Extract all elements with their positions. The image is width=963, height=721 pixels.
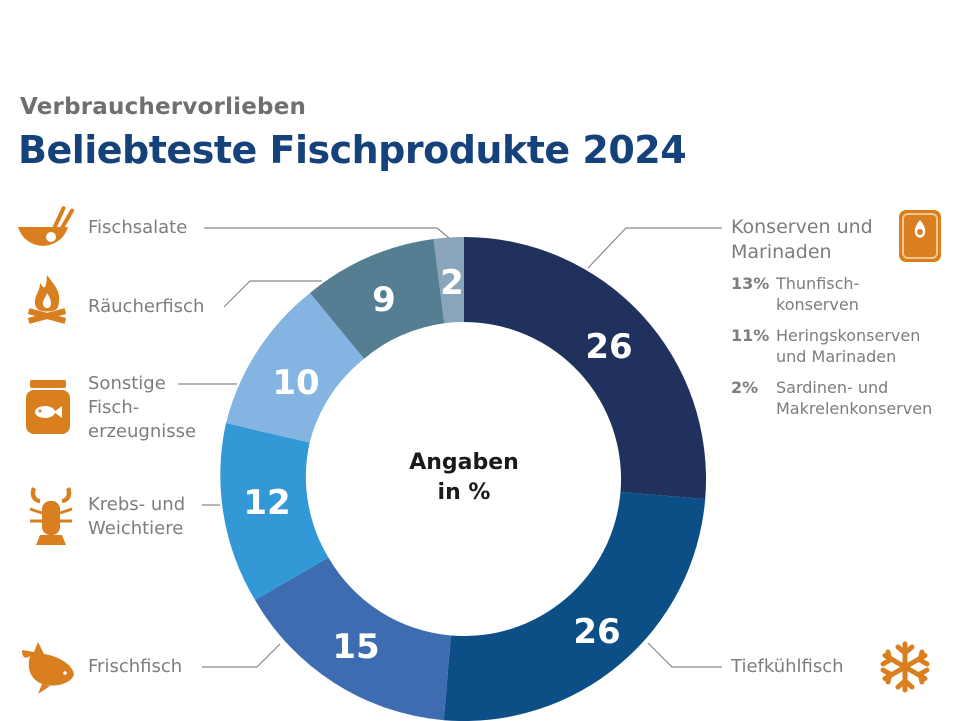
fish-icon — [22, 642, 74, 694]
label-sonstige: Sonstige Fisch- erzeugnisse — [88, 373, 197, 442]
segment-value-sonstige: 10 — [272, 363, 319, 403]
segment-raeucherfisch — [310, 239, 445, 359]
tin-can-icon — [899, 210, 941, 262]
segment-value-fischsalate: 2 — [440, 263, 464, 303]
leader-lines — [178, 227, 722, 668]
lobster-icon — [29, 487, 73, 545]
segment-fischsalate — [433, 237, 464, 324]
center-label-line2: in % — [437, 480, 491, 505]
segment-frischfisch — [255, 557, 451, 721]
segment-value-konserven: 26 — [585, 327, 632, 367]
label-tiefkuehlfisch: Tiefkühlfisch — [731, 656, 844, 677]
label-frischfisch: Frischfisch — [88, 656, 183, 677]
segment-krebs — [220, 423, 329, 600]
segment-value-tiefkuehl: 26 — [573, 612, 620, 652]
segment-konserven — [464, 236, 707, 499]
label-krebs: Krebs- und Weichtiere — [88, 494, 186, 539]
label-raeucherfisch: Räucherfisch — [88, 296, 205, 317]
donut-segments — [220, 236, 707, 721]
label-konserven: Konserven und Marinaden — [731, 216, 873, 263]
label-fischsalate: Fischsalate — [88, 217, 188, 238]
fish-jar-icon — [26, 380, 70, 434]
center-label: Angaben in % — [384, 448, 544, 508]
segment-value-krebs: 12 — [243, 483, 290, 523]
chart-title: Beliebteste Fischprodukte 2024 — [18, 128, 687, 172]
segment-sonstige — [226, 293, 365, 443]
segment-value-frischfisch: 15 — [332, 627, 379, 667]
salad-bowl-icon — [18, 206, 74, 246]
campfire-icon — [27, 275, 67, 324]
segment-tiefkuehlfisch — [443, 492, 706, 721]
chart-subtitle: Verbraucher­vorlieben — [20, 94, 307, 120]
segment-value-raeucherfisch: 9 — [372, 280, 396, 320]
snowflake-icon — [880, 641, 930, 693]
center-label-line1: Angaben — [409, 450, 519, 475]
